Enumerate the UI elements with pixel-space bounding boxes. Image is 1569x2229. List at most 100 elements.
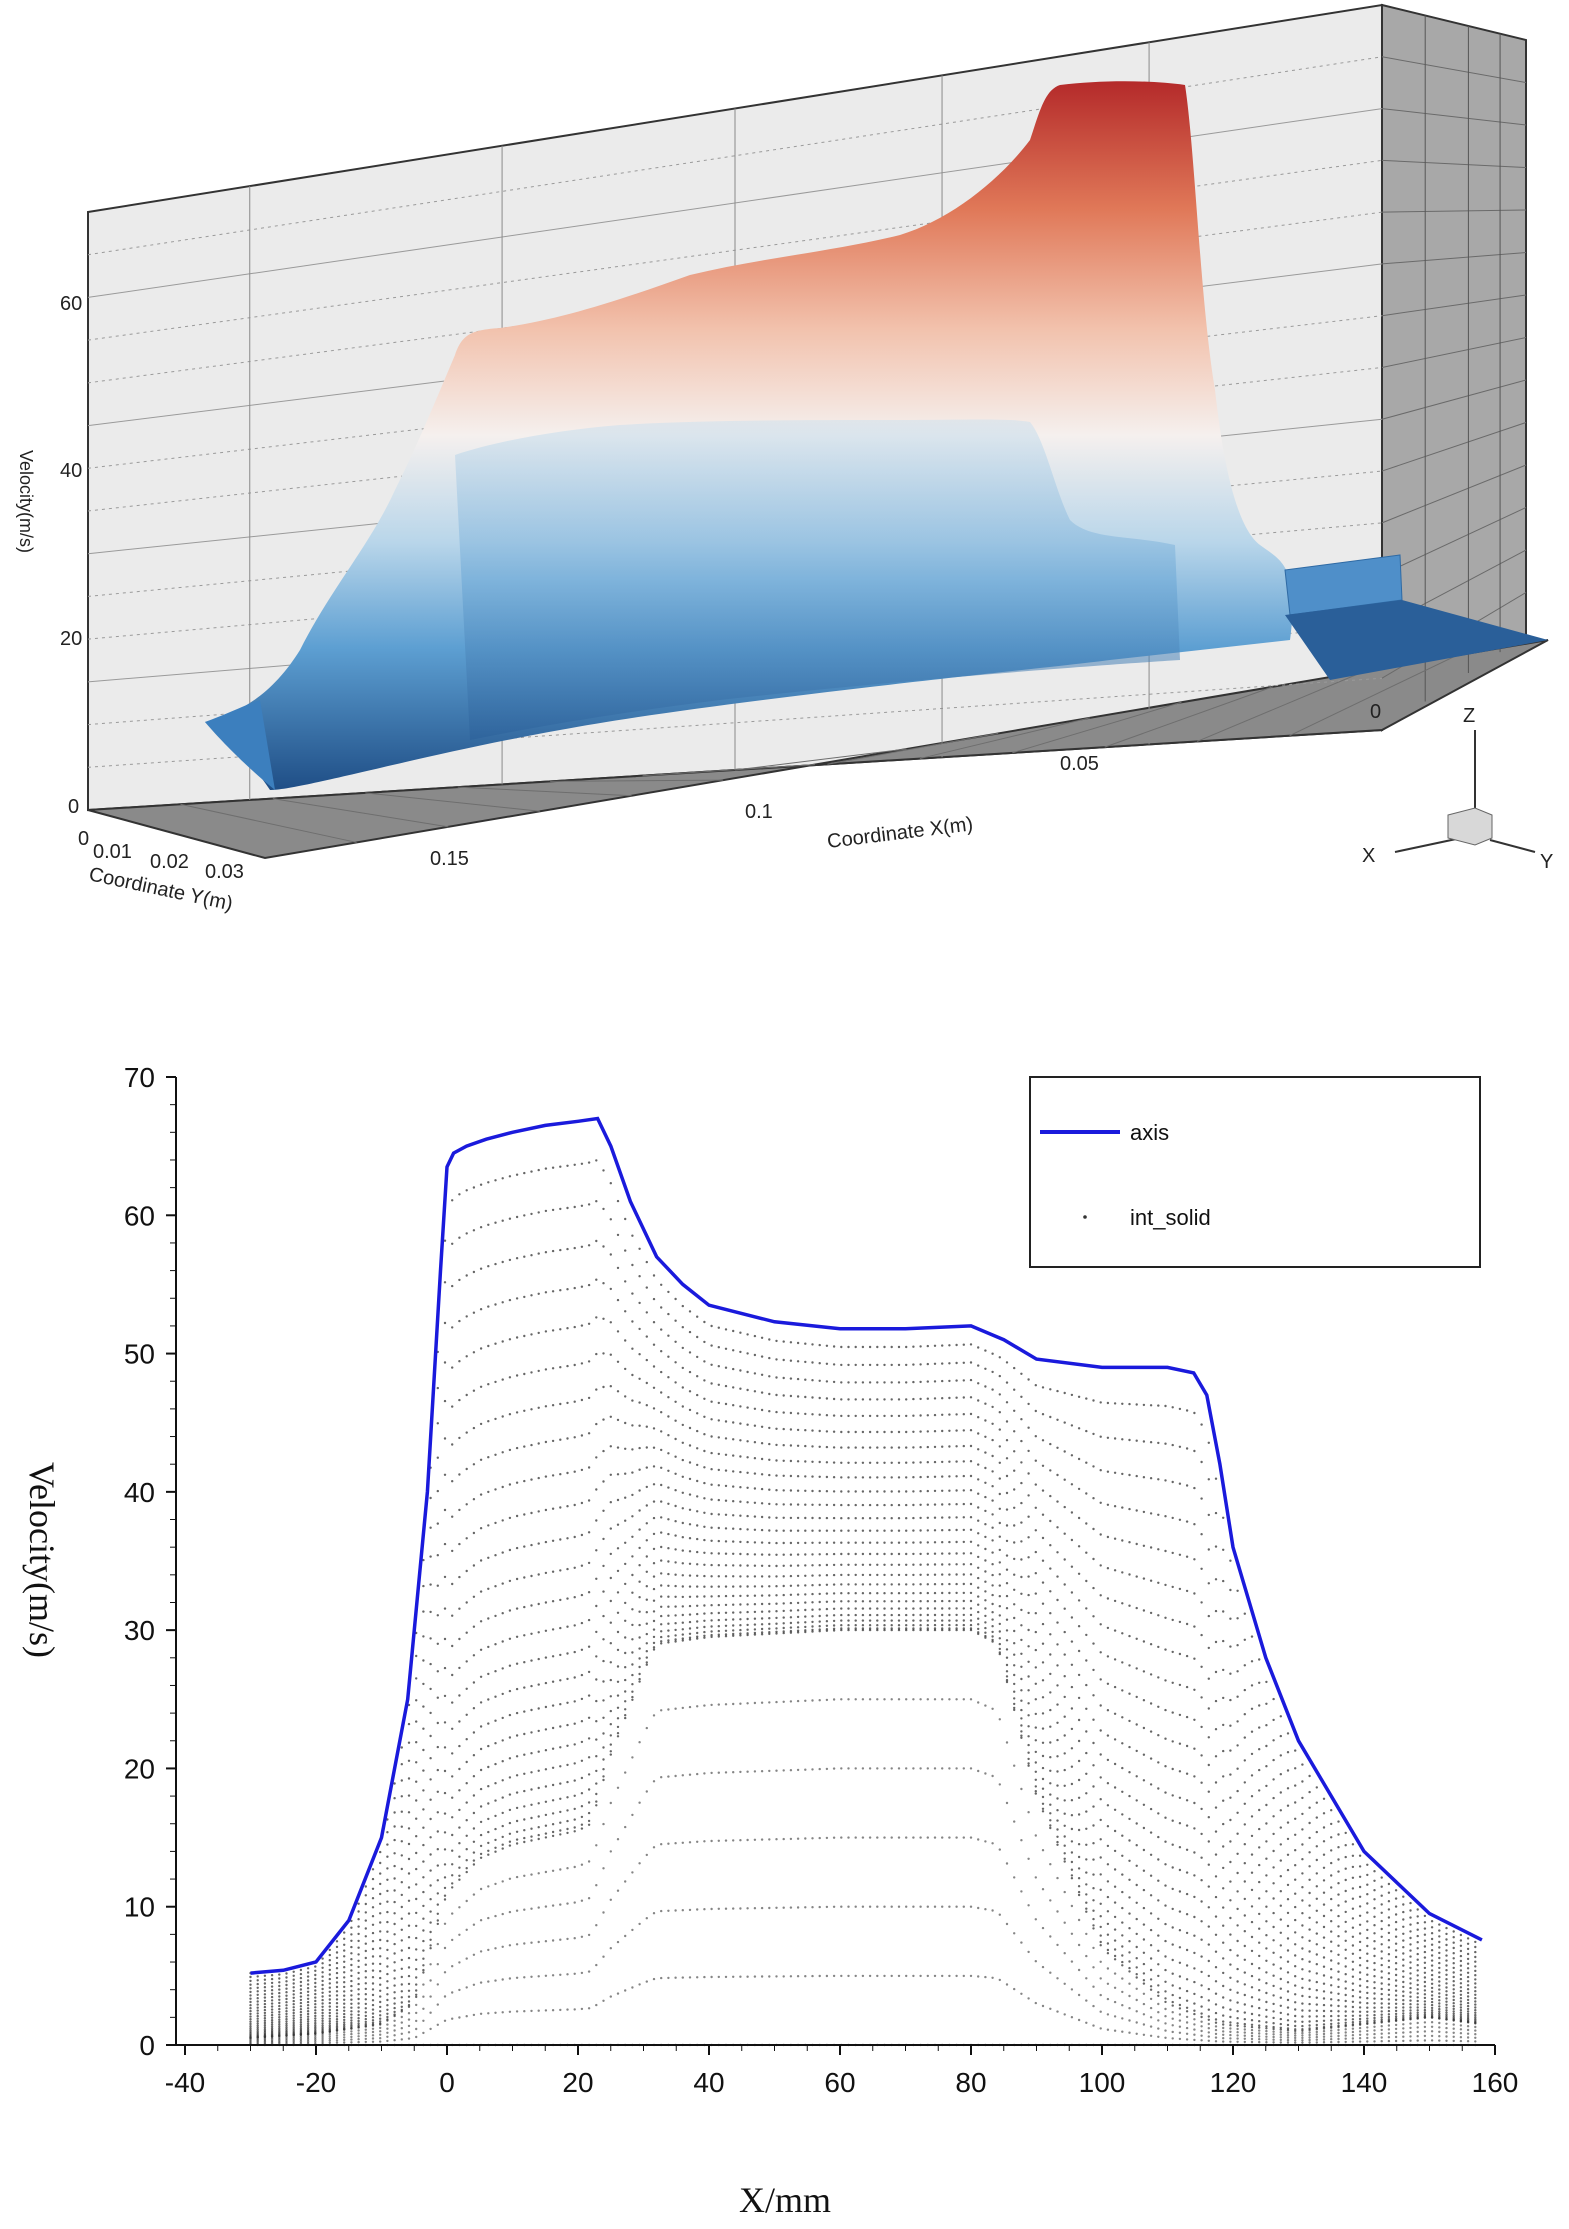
int-solid-point xyxy=(1034,1712,1038,1716)
int-solid-point xyxy=(847,1600,850,1603)
int-solid-point xyxy=(479,1919,483,1922)
int-solid-point xyxy=(998,1651,1001,1654)
int-solid-point xyxy=(1128,1994,1131,1998)
int-solid-point xyxy=(674,1595,677,1599)
int-solid-point xyxy=(1128,1839,1131,1842)
int-solid-point xyxy=(1049,1544,1052,1547)
int-solid-point xyxy=(818,1836,821,1840)
int-solid-point xyxy=(732,1540,735,1543)
int-solid-point xyxy=(1193,1874,1196,1877)
int-solid-point xyxy=(1200,1601,1203,1604)
int-solid-point xyxy=(681,1909,684,1912)
int-solid-point xyxy=(933,1974,937,1978)
int-solid-point xyxy=(343,2025,346,2028)
int-solid-point xyxy=(1085,1954,1088,1958)
int-solid-point xyxy=(523,1976,526,1979)
int-solid-point xyxy=(681,1628,684,1631)
int-solid-point xyxy=(868,1490,872,1493)
int-solid-point xyxy=(602,1537,605,1541)
int-solid-point xyxy=(1077,2018,1081,2022)
int-solid-point xyxy=(314,2009,317,2012)
int-solid-point xyxy=(1027,1515,1030,1518)
int-solid-point xyxy=(624,1771,627,1774)
int-solid-point xyxy=(537,1331,540,1335)
int-solid-point xyxy=(451,1199,454,1202)
int-solid-point xyxy=(1294,2036,1297,2040)
int-solid-point xyxy=(919,1380,922,1384)
int-solid-point xyxy=(1164,1737,1167,1740)
int-solid-point xyxy=(631,1347,634,1350)
int-solid-point xyxy=(551,1747,555,1750)
int-solid-point xyxy=(984,1367,987,1371)
int-solid-point xyxy=(746,1501,749,1504)
int-solid-point xyxy=(1200,1460,1203,1464)
int-solid-point xyxy=(1005,1678,1009,1682)
int-solid-point xyxy=(523,1710,526,1713)
int-solid-point xyxy=(1229,1773,1232,1776)
int-solid-point xyxy=(1171,2024,1174,2027)
int-solid-point xyxy=(760,1541,764,1544)
int-solid-point xyxy=(1272,2035,1275,2039)
int-solid-point xyxy=(1049,2007,1052,2011)
int-solid-point xyxy=(955,1974,958,1978)
int-solid-point xyxy=(1128,1970,1131,1973)
int-solid-point xyxy=(1265,2041,1268,2044)
int-solid-point xyxy=(955,1573,958,1576)
int-solid-point xyxy=(825,1583,829,1587)
int-solid-point xyxy=(1236,1954,1239,1957)
int-solid-point xyxy=(1063,1982,1066,1986)
int-solid-point xyxy=(796,1529,800,1532)
int-solid-point xyxy=(977,1555,980,1559)
int-solid-point xyxy=(969,1599,973,1603)
int-solid-point xyxy=(587,1737,591,1740)
int-solid-point xyxy=(746,1907,749,1910)
int-solid-point xyxy=(1056,1500,1059,1503)
int-solid-point xyxy=(1149,1643,1153,1646)
int-solid-point xyxy=(1164,1816,1167,1819)
int-solid-point xyxy=(1236,1924,1239,1927)
int-solid-point xyxy=(861,1698,865,1701)
int-solid-point xyxy=(969,1563,973,1566)
int-solid-point xyxy=(782,1474,785,1478)
int-solid-point xyxy=(674,1297,677,1301)
int-solid-point xyxy=(883,1552,886,1556)
int-solid-point xyxy=(789,1377,793,1380)
int-solid-point xyxy=(1207,2008,1211,2011)
int-solid-point xyxy=(753,1441,757,1444)
int-solid-point xyxy=(768,1356,771,1360)
int-solid-point xyxy=(1236,2022,1239,2025)
int-solid-point xyxy=(278,2027,281,2030)
int-solid-point xyxy=(407,1912,411,1915)
int-solid-point xyxy=(1236,2031,1239,2034)
int-solid-point xyxy=(1077,1673,1081,1677)
int-solid-point xyxy=(1164,2029,1167,2032)
int-solid-point xyxy=(1135,1542,1138,1546)
int-solid-point xyxy=(256,2024,259,2027)
int-solid-point xyxy=(270,2005,274,2008)
int-solid-point xyxy=(876,1563,879,1567)
int-solid-point xyxy=(1272,1994,1275,1997)
int-solid-point xyxy=(1142,1510,1146,1514)
int-solid-point xyxy=(1099,1888,1102,1892)
int-solid-point xyxy=(660,1843,663,1846)
int-solid-point xyxy=(811,1625,814,1628)
int-solid-point xyxy=(955,1489,958,1492)
int-solid-point xyxy=(1279,1843,1283,1846)
int-solid-point xyxy=(1294,1931,1297,1934)
int-solid-point xyxy=(1070,1707,1074,1710)
int-solid-point xyxy=(1279,1791,1283,1794)
int-solid-point xyxy=(321,2005,324,2009)
int-solid-point xyxy=(285,2001,288,2004)
int-solid-point xyxy=(386,1965,389,1968)
int-solid-point xyxy=(876,1503,879,1507)
int-solid-point xyxy=(1178,1482,1182,1485)
int-solid-point xyxy=(717,1513,720,1516)
int-solid-point xyxy=(688,1550,692,1553)
int-solid-point xyxy=(371,1897,375,1900)
int-solid-point xyxy=(573,1566,576,1570)
int-solid-point xyxy=(451,1849,454,1852)
int-solid-point xyxy=(638,1623,641,1627)
int-solid-point xyxy=(1135,1957,1138,1960)
int-solid-point xyxy=(746,1975,749,1978)
int-solid-point xyxy=(688,1351,692,1354)
